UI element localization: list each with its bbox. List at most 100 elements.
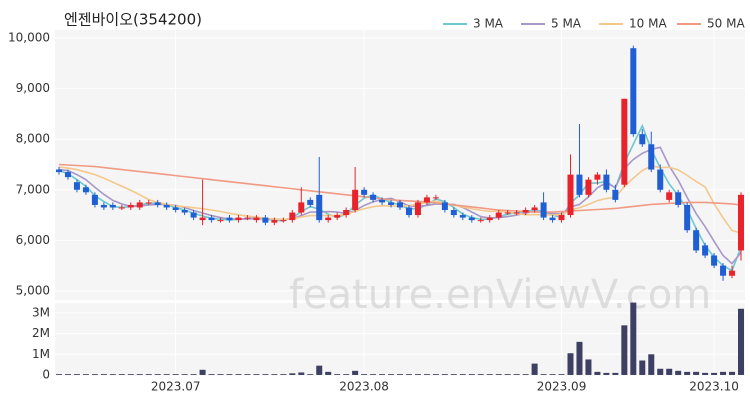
chart-title: 엔젠바이오(354200) — [64, 11, 202, 29]
volume-bar — [531, 363, 538, 375]
volume-bar — [576, 341, 583, 375]
candle-body — [468, 217, 475, 221]
candle-body — [477, 220, 484, 222]
volume-bar — [504, 374, 511, 375]
volume-bar — [217, 374, 224, 375]
volume-bar — [468, 374, 475, 375]
candle-body — [495, 212, 502, 218]
candle-body — [325, 217, 332, 221]
legend-label: 5 MA — [551, 17, 582, 31]
volume-bar — [298, 372, 305, 375]
volume-bar — [262, 374, 269, 375]
candle-body — [163, 204, 170, 208]
candle-body — [603, 174, 610, 190]
volume-bar — [441, 374, 448, 375]
candle-body — [612, 189, 619, 200]
candle-body — [100, 204, 107, 208]
candle-body — [379, 199, 386, 203]
y-tick-label: 1M — [32, 347, 50, 361]
x-tick-label: 2023.07 — [151, 380, 201, 394]
candle-body — [56, 169, 62, 173]
candle-body — [226, 217, 233, 221]
candle-body — [414, 202, 421, 216]
volume-bar — [477, 374, 484, 375]
volume-bar — [316, 365, 323, 375]
volume-bar — [244, 374, 251, 375]
candle-body — [145, 202, 152, 204]
candle-body — [370, 194, 377, 200]
candle-body — [280, 220, 287, 222]
candle-body — [298, 202, 305, 213]
volume-bar — [289, 373, 296, 375]
candle-body — [567, 174, 574, 216]
candle-body — [109, 204, 116, 208]
y-tick-label: 8,000 — [16, 132, 50, 146]
volume-bar — [621, 325, 628, 375]
volume-bar — [280, 374, 287, 375]
candle-body — [235, 217, 242, 221]
volume-bar — [343, 374, 350, 375]
candle-body — [630, 48, 637, 135]
candle-body — [244, 217, 251, 219]
candle-body — [585, 179, 592, 195]
y-tick-label: 7,000 — [16, 182, 50, 196]
volume-bar — [423, 374, 430, 375]
volume-bar — [738, 308, 744, 375]
volume-bar — [136, 374, 143, 375]
volume-bar — [370, 374, 377, 375]
candle-body — [82, 187, 89, 193]
volume-bar — [459, 374, 466, 375]
candle-body — [352, 189, 359, 210]
candle-body — [648, 144, 655, 170]
legend-label: 50 MA — [707, 17, 745, 31]
candle-body — [199, 217, 206, 221]
candle-body — [432, 197, 439, 199]
volume-bar — [154, 374, 161, 375]
volume-bar — [352, 370, 359, 375]
y-tick-label: 2M — [32, 326, 50, 340]
volume-panel — [55, 303, 745, 376]
candle-body — [513, 212, 520, 214]
candle-body — [118, 207, 125, 209]
volume-bar — [513, 374, 520, 375]
candle-body — [531, 207, 538, 210]
candle-body — [208, 217, 215, 221]
volume-bar — [693, 371, 700, 375]
y-tick-label: 5,000 — [16, 283, 50, 297]
volume-bar — [549, 374, 556, 375]
price-panel — [55, 30, 745, 300]
candle-body — [576, 174, 583, 195]
candle-body — [522, 210, 529, 213]
candle-body — [684, 204, 691, 231]
candle-body — [450, 210, 457, 216]
y-tick-label: 3M — [32, 305, 50, 319]
volume-bar — [145, 374, 152, 375]
volume-bar — [82, 374, 89, 375]
volume-bar — [73, 374, 80, 375]
candle-body — [136, 202, 143, 208]
volume-bar — [163, 374, 170, 375]
volume-bar — [181, 374, 188, 375]
volume-bar — [100, 374, 107, 375]
candle-body — [289, 212, 296, 221]
candle-body — [711, 255, 718, 266]
volume-bar — [64, 374, 71, 375]
volume-bar — [729, 371, 736, 375]
volume-bar — [675, 370, 682, 375]
volume-bar — [630, 302, 637, 375]
x-tick-label: 2023.10 — [689, 380, 739, 394]
candle-body — [73, 182, 80, 190]
volume-bar — [397, 374, 403, 375]
candle-body — [441, 202, 448, 210]
candle-body — [621, 98, 628, 185]
candle-body — [172, 207, 179, 210]
candle-body — [271, 220, 278, 223]
volume-bar — [226, 374, 233, 375]
candle-body — [217, 220, 224, 222]
candle-body — [343, 210, 350, 216]
volume-bar — [307, 374, 314, 375]
candle-body — [91, 194, 98, 205]
volume-bar — [567, 353, 574, 375]
volume-bar — [199, 369, 206, 375]
